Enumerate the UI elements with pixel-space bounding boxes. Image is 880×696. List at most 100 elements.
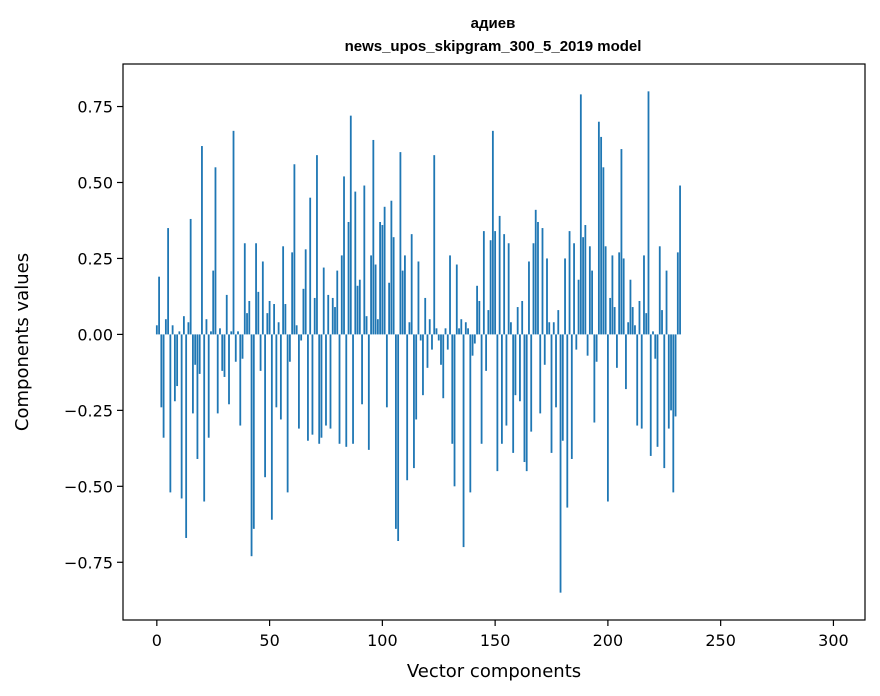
- bar-component-53: [275, 334, 278, 408]
- bar-component-163: [523, 334, 526, 463]
- bar-component-79: [334, 307, 336, 335]
- bar-component-70: [313, 297, 316, 335]
- bar-component-229: [672, 334, 675, 493]
- x-axis: 0 50 100 150 200 250 300: [152, 620, 849, 650]
- bar-component-64: [300, 334, 303, 341]
- bar-component-204: [616, 334, 618, 368]
- bar-component-28: [219, 328, 221, 335]
- bar-component-158: [512, 334, 515, 453]
- bar-component-19: [198, 334, 201, 374]
- bar-component-213: [636, 334, 639, 426]
- bar-component-61: [293, 164, 296, 335]
- bar-component-138: [467, 328, 469, 335]
- bar-component-112: [408, 322, 411, 335]
- bar-component-142: [476, 285, 478, 335]
- bar-component-111: [406, 334, 409, 481]
- bar-component-120: [426, 334, 429, 368]
- bar-component-210: [629, 279, 632, 335]
- bar-component-171: [541, 228, 544, 335]
- bar-component-134: [458, 328, 460, 335]
- bar-component-6: [169, 334, 172, 493]
- bar-component-153: [500, 334, 503, 444]
- bar-component-199: [604, 246, 607, 335]
- bar-component-83: [343, 176, 345, 335]
- bar-component-78: [331, 297, 334, 335]
- bar-component-106: [394, 334, 397, 529]
- bar-component-77: [329, 334, 332, 429]
- bar-component-205: [618, 252, 621, 335]
- bar-component-193: [591, 270, 594, 335]
- bar-component-116: [417, 261, 420, 335]
- y-tick-label: −0.75: [64, 553, 113, 572]
- bar-component-173: [546, 258, 548, 335]
- bar-component-71: [316, 155, 318, 335]
- bar-component-181: [564, 258, 566, 335]
- bar-component-174: [548, 322, 551, 335]
- bar-component-40: [246, 313, 248, 335]
- bar-component-217: [645, 313, 648, 335]
- bar-component-114: [413, 334, 415, 469]
- bar-component-207: [622, 258, 625, 335]
- bar-component-2: [160, 334, 163, 408]
- bar-component-128: [444, 328, 447, 335]
- bar-component-84: [345, 334, 348, 447]
- bar-component-16: [192, 334, 194, 414]
- bar-component-115: [415, 334, 418, 420]
- bar-component-32: [228, 334, 230, 405]
- y-tick-label: 0.25: [77, 249, 113, 268]
- bar-component-196: [597, 121, 600, 335]
- bar-component-219: [649, 334, 652, 456]
- x-tick-label: 300: [818, 631, 849, 650]
- bar-component-135: [460, 319, 463, 335]
- bar-component-102: [385, 334, 388, 408]
- bar-component-73: [320, 334, 323, 438]
- bar-component-149: [491, 130, 494, 335]
- bar-component-231: [676, 252, 679, 335]
- bar-component-92: [363, 185, 366, 335]
- bar-component-81: [338, 334, 341, 444]
- bar-component-141: [473, 334, 476, 344]
- bar-component-230: [674, 334, 677, 417]
- bar-component-166: [530, 334, 533, 432]
- bar-component-85: [347, 221, 350, 335]
- x-axis-label: Vector components: [407, 661, 581, 682]
- bar-component-41: [248, 300, 251, 335]
- x-tick-label: 150: [480, 631, 511, 650]
- bar-component-168: [534, 209, 537, 335]
- bar-component-67: [307, 334, 309, 441]
- bar-component-9: [176, 334, 179, 387]
- bar-component-104: [390, 200, 393, 335]
- bar-component-133: [455, 264, 458, 335]
- bar-component-206: [620, 149, 623, 335]
- bar-component-88: [354, 191, 357, 335]
- bar-component-132: [453, 334, 456, 487]
- bar-component-72: [318, 334, 321, 444]
- bar-component-82: [340, 255, 343, 335]
- bar-component-190: [584, 225, 587, 335]
- x-tick-label: 0: [152, 631, 162, 650]
- bar-component-144: [480, 334, 483, 444]
- bar-component-175: [550, 334, 553, 453]
- y-axis-label: Components values: [12, 253, 33, 431]
- bar-component-165: [528, 261, 530, 335]
- bar-component-182: [566, 334, 569, 508]
- bar-component-127: [442, 334, 445, 399]
- y-axis: −0.75 −0.50 −0.25 0.00 0.25 0.50 0.75: [64, 98, 123, 572]
- bar-component-22: [205, 319, 208, 335]
- bar-component-68: [309, 197, 312, 335]
- bar-component-110: [404, 255, 406, 335]
- bar-component-62: [295, 325, 298, 335]
- bar-component-44: [255, 243, 257, 335]
- bar-component-228: [670, 334, 672, 411]
- bar-component-159: [514, 334, 517, 396]
- bar-component-65: [302, 288, 305, 335]
- bar-component-232: [679, 185, 681, 335]
- bar-component-94: [367, 334, 370, 450]
- bar-component-177: [555, 334, 557, 408]
- x-tick-label: 250: [705, 631, 736, 650]
- bar-component-52: [273, 304, 276, 335]
- bar-component-46: [259, 334, 262, 371]
- bar-component-105: [392, 237, 395, 335]
- bar-component-55: [279, 334, 282, 420]
